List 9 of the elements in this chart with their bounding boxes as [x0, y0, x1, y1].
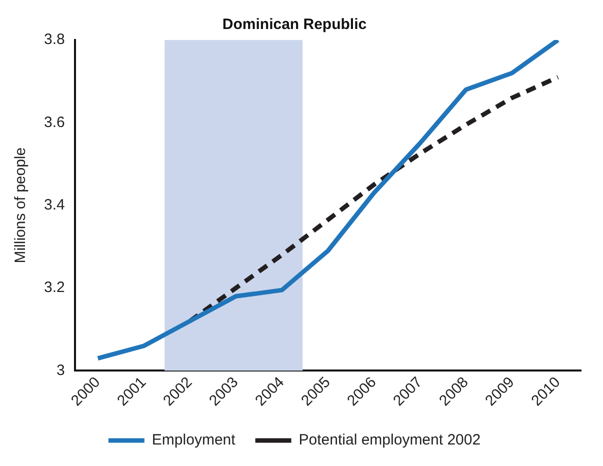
y-tick-label: 3.4 [44, 196, 65, 214]
legend-label: Employment [152, 432, 236, 449]
legend-label: Potential employment 2002 [298, 432, 481, 449]
y-tick-label: 3.6 [44, 114, 65, 131]
y-tick-label: 3.8 [44, 31, 65, 48]
y-tick-label: 3 [56, 362, 65, 379]
y-axis-title: Millions of people [12, 147, 30, 264]
y-tick-label: 3.2 [44, 279, 65, 296]
chart-title: Dominican Republic [222, 16, 367, 34]
